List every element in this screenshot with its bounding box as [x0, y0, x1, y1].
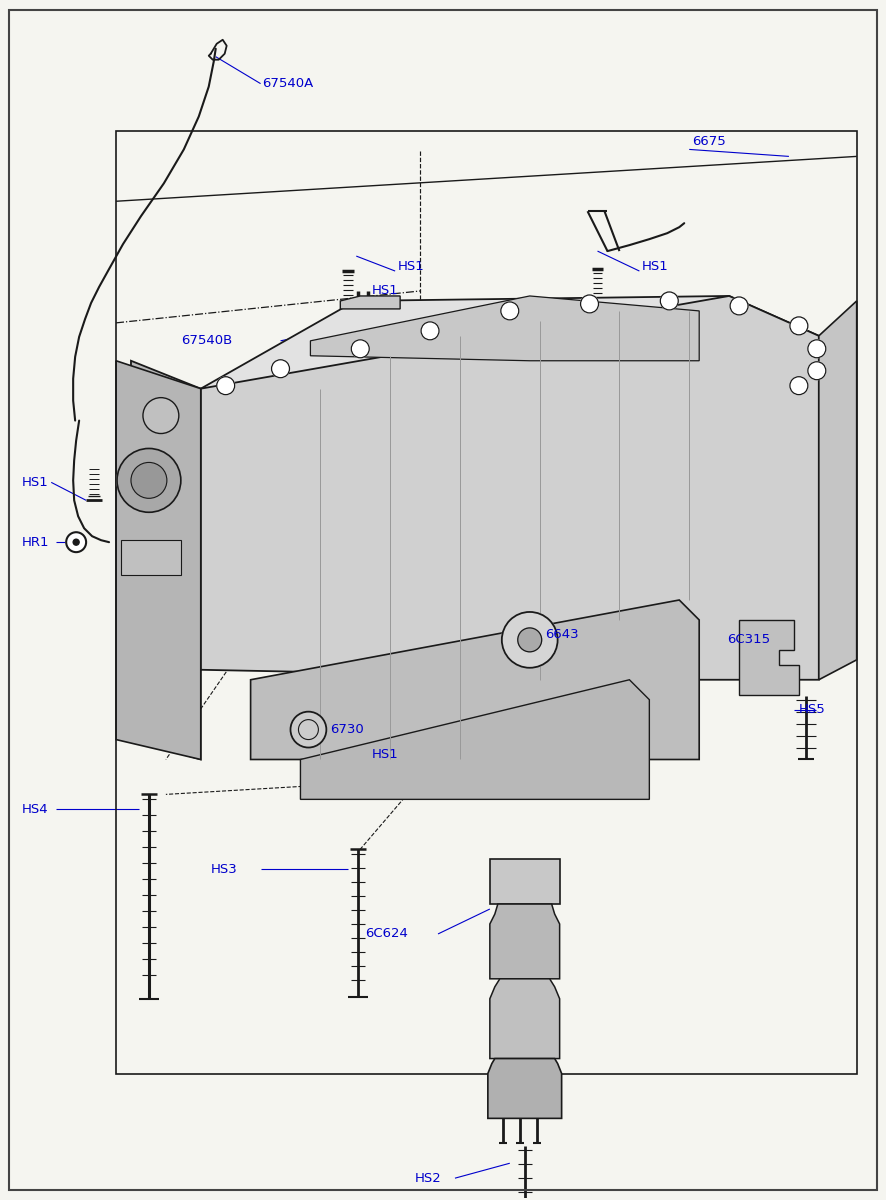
Bar	[116, 132, 857, 1074]
Circle shape	[131, 462, 167, 498]
Bar	[700, 530, 722, 550]
Text: hip: hip	[306, 514, 478, 607]
Text: 67540A: 67540A	[262, 77, 314, 90]
Bar	[657, 530, 679, 550]
Text: dia: dia	[430, 502, 570, 580]
Text: 6C315: 6C315	[727, 634, 770, 647]
Polygon shape	[300, 679, 649, 799]
Circle shape	[660, 292, 679, 310]
Circle shape	[730, 296, 748, 314]
Text: 6C624: 6C624	[365, 928, 408, 941]
Polygon shape	[739, 620, 799, 695]
Bar	[634, 510, 657, 530]
Polygon shape	[310, 296, 699, 361]
Polygon shape	[490, 904, 560, 979]
Circle shape	[351, 340, 369, 358]
Bar	[766, 510, 788, 530]
Bar	[679, 470, 700, 491]
Circle shape	[143, 397, 179, 433]
Polygon shape	[201, 296, 819, 391]
Text: 6643: 6643	[545, 629, 579, 641]
Bar	[766, 470, 788, 491]
Text: 67540B: 67540B	[181, 335, 232, 347]
Circle shape	[501, 612, 557, 667]
Circle shape	[501, 302, 519, 320]
Polygon shape	[201, 296, 819, 679]
Text: HS1: HS1	[641, 259, 668, 272]
Bar	[744, 491, 766, 510]
Bar	[722, 550, 744, 570]
Text: 6730: 6730	[330, 724, 364, 736]
Polygon shape	[131, 361, 201, 670]
Bar	[722, 510, 744, 530]
Bar	[634, 470, 657, 491]
Circle shape	[291, 712, 326, 748]
Circle shape	[74, 539, 79, 545]
Circle shape	[271, 360, 290, 378]
Polygon shape	[251, 600, 699, 760]
Bar	[657, 491, 679, 510]
Bar	[744, 530, 766, 550]
Text: HR1: HR1	[21, 535, 49, 548]
Bar	[700, 491, 722, 510]
Polygon shape	[490, 979, 560, 1058]
Circle shape	[808, 340, 826, 358]
Bar	[766, 550, 788, 570]
Circle shape	[790, 377, 808, 395]
Polygon shape	[488, 1058, 562, 1118]
Polygon shape	[490, 859, 560, 904]
Text: HS1: HS1	[21, 476, 48, 488]
Circle shape	[421, 322, 439, 340]
Text: HS2: HS2	[415, 1171, 442, 1184]
Bar	[722, 470, 744, 491]
Bar	[121, 540, 181, 575]
Circle shape	[66, 533, 86, 552]
Text: HS1: HS1	[372, 748, 399, 761]
Polygon shape	[340, 296, 400, 308]
Text: 6675: 6675	[692, 134, 726, 148]
Circle shape	[217, 377, 235, 395]
Text: HS1: HS1	[398, 259, 425, 272]
Polygon shape	[116, 361, 201, 760]
Text: HS3: HS3	[211, 863, 237, 876]
Circle shape	[517, 628, 541, 652]
Circle shape	[580, 295, 599, 313]
Bar	[634, 550, 657, 570]
Circle shape	[790, 317, 808, 335]
Polygon shape	[819, 301, 857, 679]
Circle shape	[117, 449, 181, 512]
Text: HS1: HS1	[372, 284, 399, 298]
Bar	[679, 550, 700, 570]
Circle shape	[808, 361, 826, 379]
Text: HS4: HS4	[21, 803, 48, 816]
Text: HS5: HS5	[799, 703, 826, 716]
Text: Sc: Sc	[181, 514, 308, 607]
Polygon shape	[131, 648, 201, 760]
Bar	[679, 510, 700, 530]
